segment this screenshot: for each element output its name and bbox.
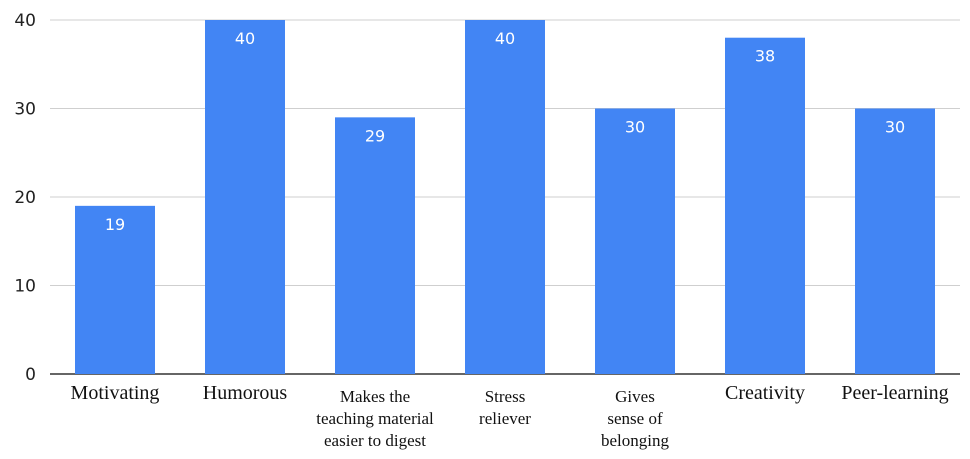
data-label: 40 — [235, 29, 255, 48]
y-tick-label: 40 — [14, 11, 36, 31]
data-label: 40 — [495, 29, 515, 48]
y-tick-label: 30 — [14, 100, 36, 120]
x-tick-label: Creativity — [725, 382, 805, 404]
data-labels: 19 40 29 40 30 38 30 — [105, 29, 905, 234]
y-tick-label: 10 — [14, 277, 36, 297]
x-tick-label: Stress reliever — [479, 387, 531, 428]
bar — [75, 205, 155, 374]
x-tick-label-line: Motivating — [71, 382, 160, 404]
bar — [335, 117, 415, 374]
x-tick-label-line: reliever — [479, 409, 531, 428]
x-tick-label-line: Stress — [485, 387, 526, 406]
data-label: 29 — [365, 126, 385, 145]
data-label: 38 — [755, 47, 775, 66]
y-tick-label: 0 — [25, 365, 36, 385]
x-axis-ticks: Motivating Humorous Makes the teaching mate… — [71, 382, 949, 450]
x-tick-label-line: easier to digest — [324, 431, 426, 450]
x-tick-label-line: Gives — [615, 387, 655, 406]
bar — [725, 37, 805, 374]
x-tick-label-line: teaching material — [316, 409, 434, 428]
x-tick-label: Makes the teaching material easier to dige… — [316, 387, 434, 450]
data-label: 19 — [105, 215, 125, 234]
data-label: 30 — [625, 118, 645, 137]
x-tick-label: Humorous — [203, 382, 288, 404]
bars — [75, 20, 935, 374]
x-tick-label-line: belonging — [601, 431, 669, 450]
bar — [205, 20, 285, 374]
bar — [595, 108, 675, 374]
data-label: 30 — [885, 118, 905, 137]
x-tick-label: Gives sense of belonging — [601, 387, 669, 450]
x-tick-label: Motivating — [71, 382, 160, 404]
x-tick-label-line: sense of — [607, 409, 663, 428]
x-tick-label-line: Makes the — [340, 387, 410, 406]
x-tick-label-line: Peer-learning — [841, 382, 948, 404]
y-axis-ticks: 0 10 20 30 40 — [14, 11, 36, 385]
bar — [465, 20, 545, 374]
x-tick-label-line: Creativity — [725, 382, 805, 404]
y-tick-label: 20 — [14, 188, 36, 208]
x-tick-label-line: Humorous — [203, 382, 288, 404]
x-tick-label: Peer-learning — [841, 382, 948, 404]
bar — [855, 108, 935, 374]
